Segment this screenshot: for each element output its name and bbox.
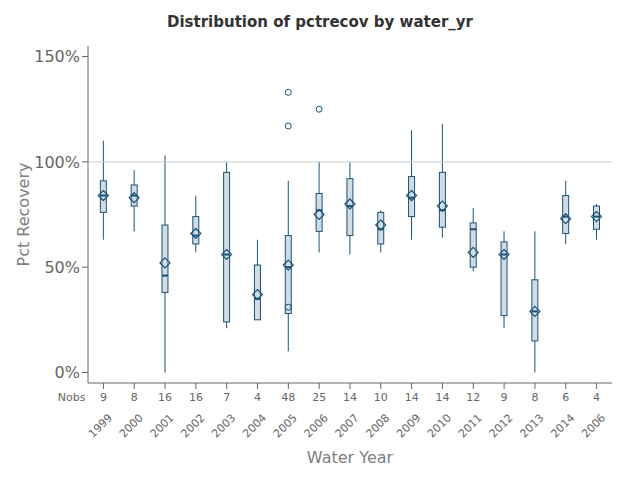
svg-text:4: 4 [254, 391, 261, 404]
svg-text:16: 16 [158, 391, 172, 404]
svg-text:100%: 100% [34, 153, 80, 172]
svg-text:2008: 2008 [363, 411, 392, 440]
svg-text:2001: 2001 [148, 411, 177, 440]
svg-text:2004: 2004 [240, 411, 269, 440]
svg-text:1999: 1999 [86, 411, 115, 440]
svg-text:25: 25 [312, 391, 326, 404]
svg-text:14: 14 [435, 391, 449, 404]
svg-text:2006: 2006 [579, 411, 608, 440]
svg-text:4: 4 [593, 391, 600, 404]
svg-text:9: 9 [501, 391, 508, 404]
svg-text:2011: 2011 [456, 411, 485, 440]
svg-text:12: 12 [466, 391, 480, 404]
svg-text:2009: 2009 [394, 411, 423, 440]
svg-text:9: 9 [100, 391, 107, 404]
svg-text:2002: 2002 [178, 411, 207, 440]
svg-text:150%: 150% [34, 47, 80, 66]
svg-text:48: 48 [281, 391, 295, 404]
html-text:Distribution of pctrecov by wa: Distribution of pctrecov by water_yr [167, 13, 473, 31]
svg-text:0%: 0% [55, 363, 80, 382]
svg-text:Water Year: Water Year [307, 448, 394, 467]
svg-text:2007: 2007 [333, 411, 362, 440]
svg-text:2010: 2010 [425, 411, 454, 440]
svg-text:8: 8 [531, 391, 538, 404]
svg-text:7: 7 [223, 391, 230, 404]
svg-text:2014: 2014 [548, 411, 577, 440]
svg-text:16: 16 [189, 391, 203, 404]
svg-text:Pct Recovery: Pct Recovery [14, 163, 33, 267]
svg-text:2013: 2013 [518, 411, 547, 440]
svg-text:2003: 2003 [209, 411, 238, 440]
svg-text:8: 8 [131, 391, 138, 404]
svg-text:2012: 2012 [487, 411, 516, 440]
svg-text:2006: 2006 [302, 411, 331, 440]
svg-text:14: 14 [343, 391, 357, 404]
svg-text:14: 14 [405, 391, 419, 404]
svg-text:2000: 2000 [117, 411, 146, 440]
svg-text:50%: 50% [44, 258, 80, 277]
svg-text:2005: 2005 [271, 411, 300, 440]
svg-text:6: 6 [562, 391, 569, 404]
svg-text:10: 10 [374, 391, 388, 404]
svg-text:Nobs: Nobs [58, 391, 86, 404]
